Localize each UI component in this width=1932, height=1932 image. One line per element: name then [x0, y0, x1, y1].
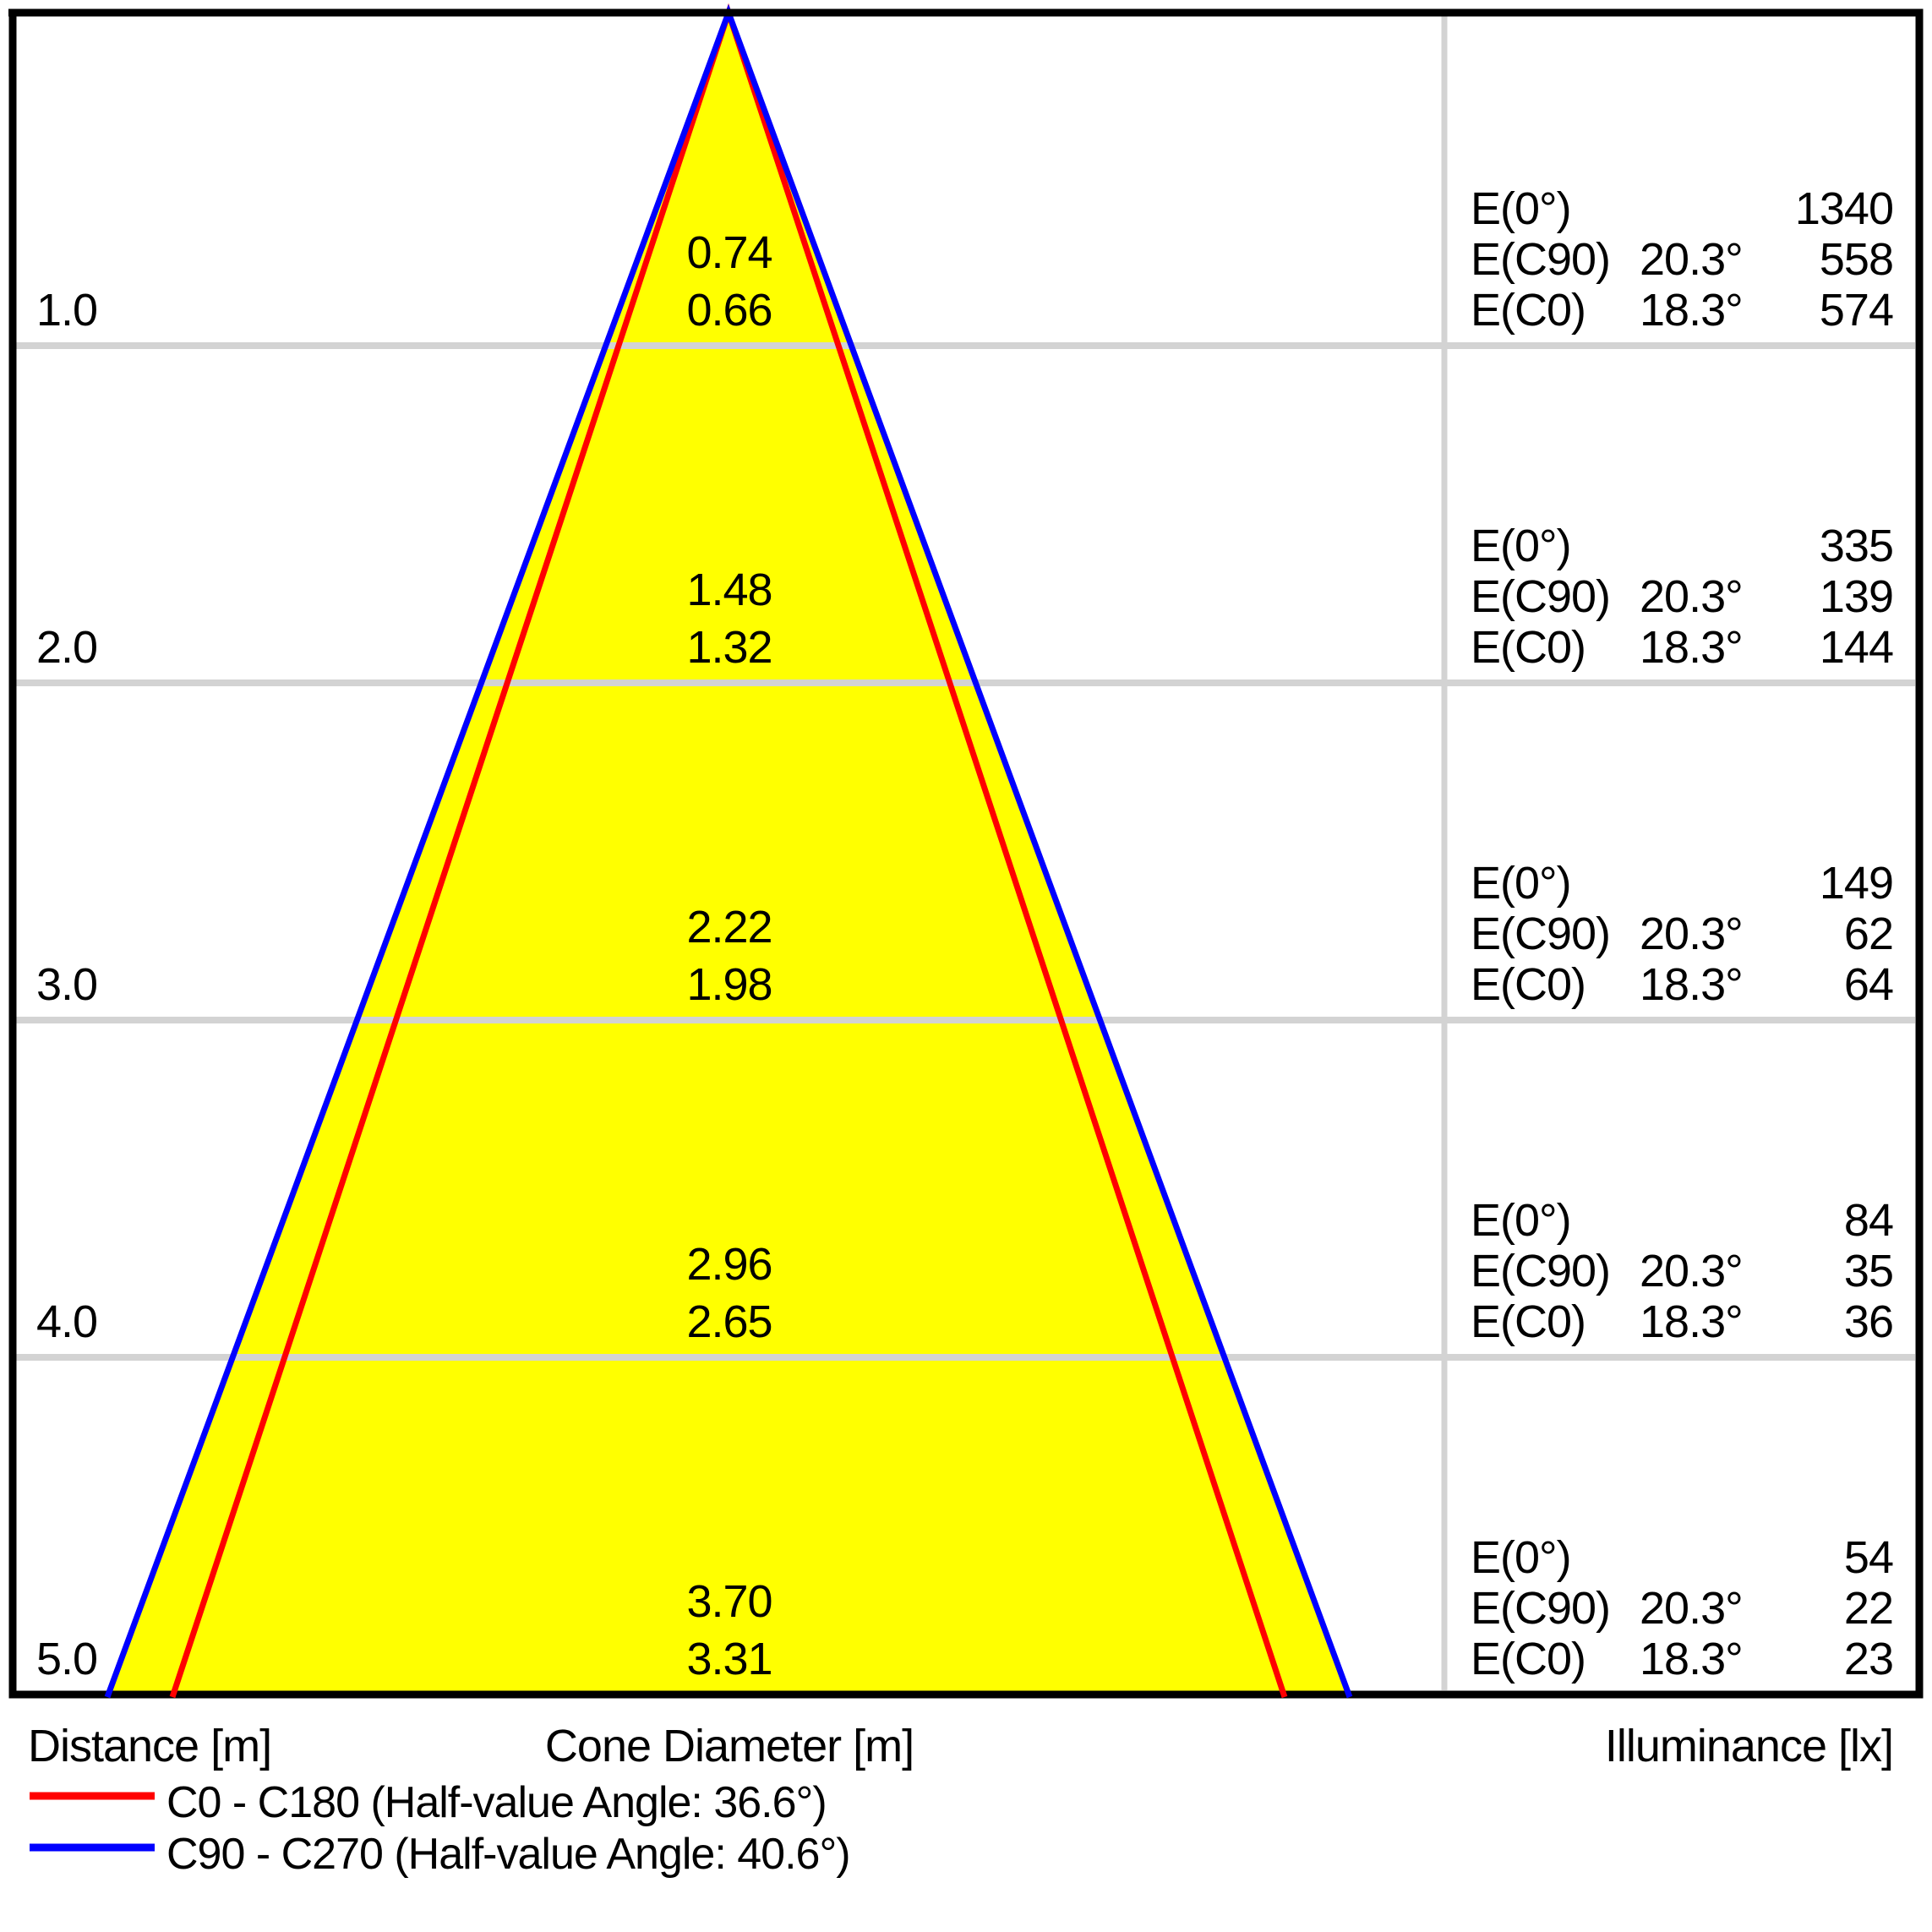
ec90-angle: 20.3° [1640, 234, 1743, 285]
cone-diameter-c90: 2.96 [686, 1239, 772, 1290]
ec0-value: 144 [1820, 622, 1893, 673]
e0-value: 149 [1820, 858, 1893, 909]
ec90-value: 22 [1844, 1583, 1893, 1634]
e0-value: 54 [1844, 1532, 1893, 1583]
illuminance-axis-label: Illuminance [lx] [1605, 1721, 1893, 1771]
legend-c0-label: C0 - C180 (Half-value Angle: 36.6°) [166, 1778, 827, 1827]
distance-value: 4.0 [36, 1296, 97, 1347]
ec0-value: 23 [1844, 1634, 1893, 1684]
ec0-angle: 18.3° [1640, 959, 1743, 1010]
ec90-value: 139 [1820, 571, 1893, 622]
ec0-angle: 18.3° [1640, 285, 1743, 336]
ec90-value: 558 [1820, 234, 1893, 285]
e0-value: 1340 [1795, 183, 1893, 234]
ec90-angle: 20.3° [1640, 1246, 1743, 1296]
ec0-label: E(C0) [1471, 1634, 1585, 1684]
ec0-label: E(C0) [1471, 285, 1585, 336]
ec90-angle: 20.3° [1640, 1583, 1743, 1634]
cone-diameter-c0: 0.66 [686, 285, 772, 336]
ec0-angle: 18.3° [1640, 1634, 1743, 1684]
ec0-label: E(C0) [1471, 622, 1585, 673]
cone-diameter-axis-label: Cone Diameter [m] [545, 1721, 914, 1771]
cone-diameter-c90: 3.70 [686, 1576, 772, 1627]
e0-label: E(0°) [1471, 858, 1571, 909]
distance-value: 1.0 [36, 285, 97, 336]
cone-diameter-c0: 1.32 [686, 622, 772, 673]
distance-axis-label: Distance [m] [28, 1721, 271, 1771]
cone-diameter-c90: 2.22 [686, 902, 772, 952]
cone-diameter-c0: 2.65 [686, 1296, 772, 1347]
cone-diameter-c0: 3.31 [686, 1634, 772, 1684]
ec90-label: E(C90) [1471, 909, 1610, 959]
light-cone-fill [107, 13, 1350, 1695]
e0-label: E(0°) [1471, 1195, 1571, 1246]
e0-value: 335 [1820, 521, 1893, 571]
ec90-label: E(C90) [1471, 1246, 1610, 1296]
ec90-value: 35 [1844, 1246, 1893, 1296]
e0-label: E(0°) [1471, 521, 1571, 571]
ec90-label: E(C90) [1471, 234, 1610, 285]
distance-value: 2.0 [36, 622, 97, 673]
distance-value: 5.0 [36, 1634, 97, 1684]
ec0-angle: 18.3° [1640, 1296, 1743, 1347]
e0-value: 84 [1844, 1195, 1893, 1246]
ec0-value: 574 [1820, 285, 1893, 336]
legend-c90-label: C90 - C270 (Half-value Angle: 40.6°) [166, 1830, 850, 1879]
ec90-label: E(C90) [1471, 1583, 1610, 1634]
e0-label: E(0°) [1471, 1532, 1571, 1583]
cone-diameter-c90: 0.74 [686, 227, 772, 278]
cone-diameter-c90: 1.48 [686, 565, 772, 615]
ec90-angle: 20.3° [1640, 571, 1743, 622]
ec0-angle: 18.3° [1640, 622, 1743, 673]
distance-value: 3.0 [36, 959, 97, 1010]
ec90-angle: 20.3° [1640, 909, 1743, 959]
ec90-label: E(C90) [1471, 571, 1610, 622]
cone-diameter-c0: 1.98 [686, 959, 772, 1010]
ec90-value: 62 [1844, 909, 1893, 959]
e0-label: E(0°) [1471, 183, 1571, 234]
ec0-label: E(C0) [1471, 1296, 1585, 1347]
ec0-value: 64 [1844, 959, 1893, 1010]
ec0-label: E(C0) [1471, 959, 1585, 1010]
ec0-value: 36 [1844, 1296, 1893, 1347]
